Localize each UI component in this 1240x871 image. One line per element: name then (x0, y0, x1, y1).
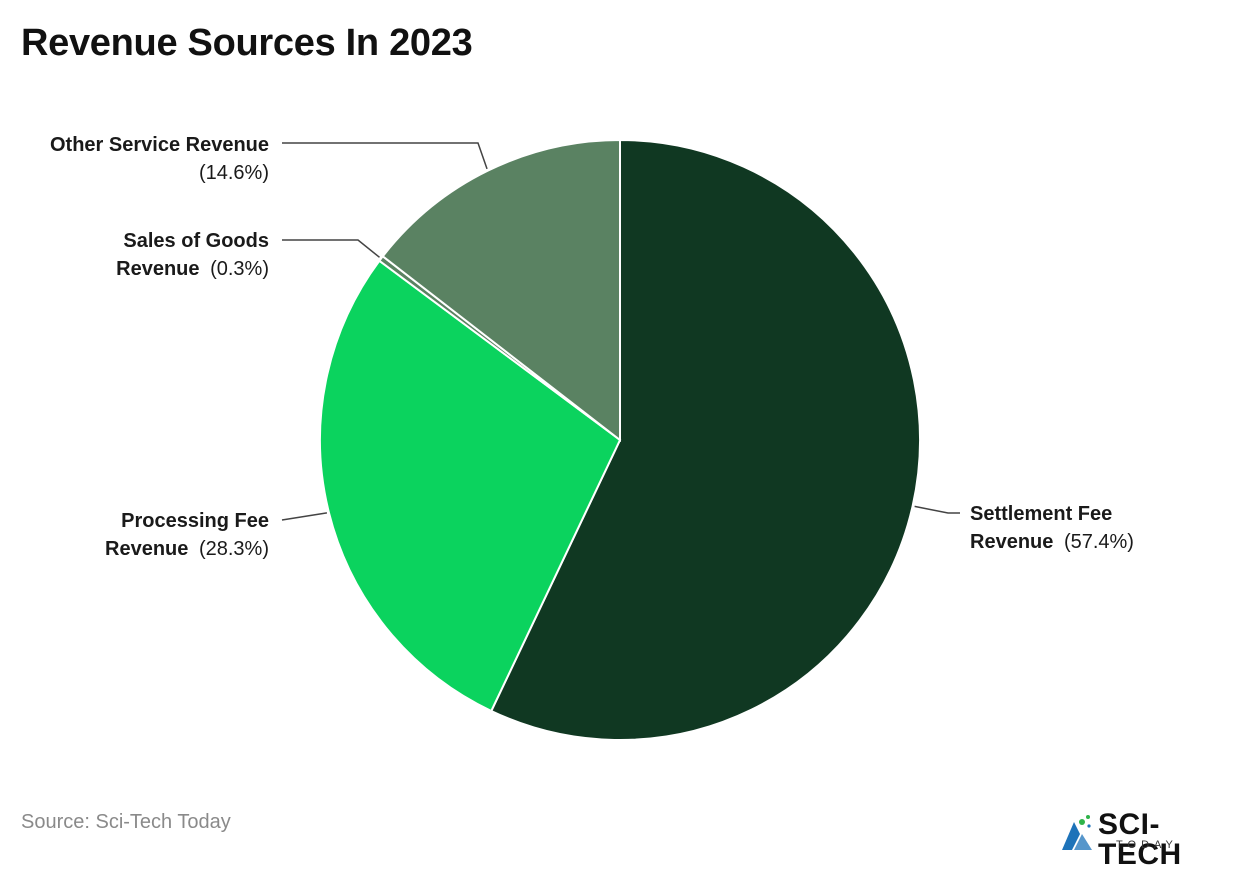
slice-pct-settlement: (57.4%) (1064, 531, 1134, 553)
leader-lines (281, 142, 960, 521)
pie-slice-processing (319, 259, 622, 713)
leader-line-settlement (914, 505, 960, 514)
slice-label-sales-2: Revenue (0.3%) (116, 258, 269, 280)
slice-label-processing-2: Revenue (28.3%) (105, 538, 269, 560)
slice-label-other-2: (14.6%) (199, 162, 269, 184)
logo-mark-icon (1062, 815, 1092, 850)
slice-name-processing-2: Revenue (105, 538, 188, 560)
slice-name-sales-2: Revenue (116, 258, 199, 280)
pie-slice-settlement (489, 138, 921, 741)
slice-label-sales: Sales of Goods (123, 230, 269, 252)
slice-name-sales-1: Sales of Goods (123, 230, 269, 252)
pie-slice-other (381, 138, 621, 443)
slice-label-processing: Processing Fee (121, 510, 269, 532)
pie-slices (319, 138, 921, 741)
slice-name-processing-1: Processing Fee (121, 510, 269, 532)
logo-subtext: TODAY (1116, 839, 1178, 851)
slice-label-settlement: Settlement Fee (970, 503, 1112, 525)
slice-label-other: Other Service Revenue (50, 134, 269, 156)
slice-pct-sales: (0.3%) (210, 258, 269, 280)
slice-name-settlement-1: Settlement Fee (970, 503, 1112, 525)
slice-pct-other: (14.6%) (199, 162, 269, 184)
leader-line-processing (281, 512, 328, 521)
slice-name-settlement-2: Revenue (970, 531, 1053, 553)
chart-title: Revenue Sources In 2023 (21, 22, 473, 64)
slice-pct-processing: (28.3%) (199, 538, 269, 560)
slice-label-settlement-2: Revenue (57.4%) (970, 531, 1134, 553)
sci-tech-logo: SCI-TECH TODAY (1058, 810, 1238, 870)
leader-line-other (282, 142, 488, 170)
source-note: Source: Sci-Tech Today (21, 811, 231, 833)
slice-name-other-1: Other Service Revenue (50, 134, 269, 156)
leader-line-sales (282, 239, 380, 258)
